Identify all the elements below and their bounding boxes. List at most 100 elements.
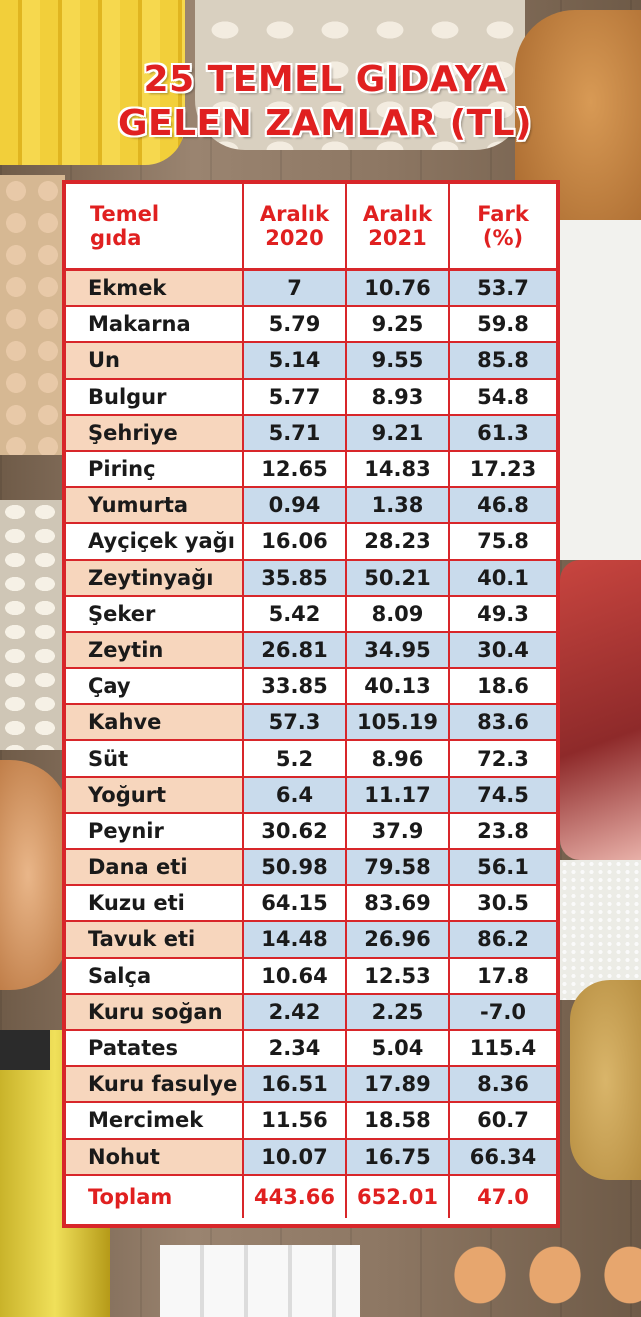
table-row: Nohut 10.07 16.75 66.34 — [66, 1138, 556, 1176]
cell-change-percent: 86.2 — [449, 921, 556, 959]
cell-price-2021: 2.25 — [346, 993, 450, 1031]
table-row: Şeker 5.42 8.09 49.3 — [66, 595, 556, 633]
cell-food-name: Patates — [66, 1029, 244, 1068]
rice-decoration — [560, 860, 641, 1000]
cell-price-2021: 105.19 — [346, 704, 450, 742]
cell-price-2020: 16.51 — [243, 1066, 347, 1104]
cell-price-2021: 11.17 — [346, 776, 450, 814]
cell-change-percent: 74.5 — [449, 776, 556, 814]
cell-change-percent: 54.8 — [449, 378, 556, 416]
chickpea-decoration — [0, 175, 65, 455]
cell-food-name: Süt — [66, 740, 244, 778]
table-row: Patates 2.34 5.04 115.4 — [66, 1029, 556, 1068]
cell-price-2021: 50.21 — [346, 559, 450, 597]
col-header-text: Temel gıda — [90, 202, 160, 250]
cell-price-2021: 10.76 — [346, 269, 450, 308]
cheese-decoration — [560, 220, 641, 560]
cell-change-percent: 60.7 — [449, 1102, 556, 1140]
meat-decoration — [560, 560, 641, 860]
onion-decoration — [0, 760, 70, 990]
cell-price-2021: 37.9 — [346, 812, 450, 851]
cell-price-2021: 8.93 — [346, 378, 450, 416]
cell-price-2020: 30.62 — [243, 812, 347, 851]
total-label: Toplam — [66, 1174, 244, 1218]
cell-change-percent: 85.8 — [449, 342, 556, 380]
cell-change-percent: 75.8 — [449, 523, 556, 561]
cell-price-2021: 83.69 — [346, 885, 450, 923]
cell-price-2021: 28.23 — [346, 523, 450, 561]
cell-food-name: Makarna — [66, 306, 244, 344]
cell-price-2020: 64.15 — [243, 885, 347, 923]
cell-change-percent: 46.8 — [449, 487, 556, 525]
price-table-panel: Temel gıda Aralık 2020 Aralık 2021 Fark (%) … — [62, 180, 560, 1228]
potato-decoration — [570, 980, 641, 1180]
table-row: Ekmek 7 10.76 53.7 — [66, 269, 556, 308]
cell-food-name: Bulgur — [66, 378, 244, 416]
cell-price-2020: 5.14 — [243, 342, 347, 380]
cell-price-2021: 5.04 — [346, 1029, 450, 1068]
total-diff: 47.0 — [449, 1174, 556, 1218]
cell-change-percent: 18.6 — [449, 668, 556, 706]
table-body: Ekmek 7 10.76 53.7 Makarna 5.79 9.25 59.8 Un 5.14… — [66, 269, 556, 1176]
cell-price-2021: 40.13 — [346, 668, 450, 706]
table-row: Kuzu eti 64.15 83.69 30.5 — [66, 885, 556, 923]
cell-food-name: Mercimek — [66, 1102, 244, 1140]
cell-price-2021: 9.25 — [346, 306, 450, 344]
cell-food-name: Kuzu eti — [66, 885, 244, 923]
table-row: Makarna 5.79 9.25 59.8 — [66, 306, 556, 344]
cell-price-2021: 8.09 — [346, 595, 450, 633]
cell-price-2020: 5.42 — [243, 595, 347, 633]
cell-change-percent: 23.8 — [449, 812, 556, 851]
pasta-decoration — [0, 0, 185, 165]
cell-price-2020: 10.64 — [243, 957, 347, 995]
table-row: Dana eti 50.98 79.58 56.1 — [66, 849, 556, 887]
cell-food-name: Ekmek — [66, 269, 244, 308]
cell-change-percent: 61.3 — [449, 414, 556, 452]
table-row: Zeytinyağı 35.85 50.21 40.1 — [66, 559, 556, 597]
cell-food-name: Dana eti — [66, 849, 244, 887]
beans-decoration-left — [0, 500, 65, 750]
cell-food-name: Zeytinyağı — [66, 559, 244, 597]
cell-price-2020: 26.81 — [243, 631, 347, 670]
cell-price-2020: 0.94 — [243, 487, 347, 525]
table-row: Un 5.14 9.55 85.8 — [66, 342, 556, 380]
cell-change-percent: 56.1 — [449, 849, 556, 887]
cell-price-2021: 17.89 — [346, 1066, 450, 1104]
cell-price-2021: 34.95 — [346, 631, 450, 670]
cell-price-2020: 2.34 — [243, 1029, 347, 1068]
cell-food-name: Kuru soğan — [66, 993, 244, 1031]
cell-price-2021: 8.96 — [346, 740, 450, 778]
table-row: Kuru fasulye 16.51 17.89 8.36 — [66, 1066, 556, 1104]
table-row: Peynir 30.62 37.9 23.8 — [66, 812, 556, 851]
cell-change-percent: 17.23 — [449, 450, 556, 489]
eggs-decoration — [440, 1225, 641, 1317]
cell-change-percent: 83.6 — [449, 704, 556, 742]
cell-price-2021: 14.83 — [346, 450, 450, 489]
col-header-diff: Fark (%) — [449, 184, 556, 271]
cell-food-name: Ayçiçek yağı — [66, 523, 244, 561]
col-header-food: Temel gıda — [66, 184, 244, 271]
table-row: Ayçiçek yağı 16.06 28.23 75.8 — [66, 523, 556, 561]
cell-change-percent: 49.3 — [449, 595, 556, 633]
cell-change-percent: 66.34 — [449, 1138, 556, 1176]
table-row: Şehriye 5.71 9.21 61.3 — [66, 414, 556, 452]
cell-change-percent: -7.0 — [449, 993, 556, 1031]
cell-change-percent: 8.36 — [449, 1066, 556, 1104]
cell-food-name: Tavuk eti — [66, 921, 244, 959]
cell-price-2020: 10.07 — [243, 1138, 347, 1176]
cell-price-2021: 12.53 — [346, 957, 450, 995]
table-row: Yumurta 0.94 1.38 46.8 — [66, 487, 556, 525]
cell-price-2020: 5.79 — [243, 306, 347, 344]
oil-cap-decoration — [0, 1030, 50, 1070]
table-row: Kuru soğan 2.42 2.25 -7.0 — [66, 993, 556, 1031]
cell-price-2020: 50.98 — [243, 849, 347, 887]
cell-price-2020: 33.85 — [243, 668, 347, 706]
cell-food-name: Pirinç — [66, 450, 244, 489]
cell-price-2020: 16.06 — [243, 523, 347, 561]
cell-food-name: Un — [66, 342, 244, 380]
cell-change-percent: 59.8 — [449, 306, 556, 344]
cell-price-2021: 16.75 — [346, 1138, 450, 1176]
cell-food-name: Yumurta — [66, 487, 244, 525]
table-row: Bulgur 5.77 8.93 54.8 — [66, 378, 556, 416]
table-row: Süt 5.2 8.96 72.3 — [66, 740, 556, 778]
